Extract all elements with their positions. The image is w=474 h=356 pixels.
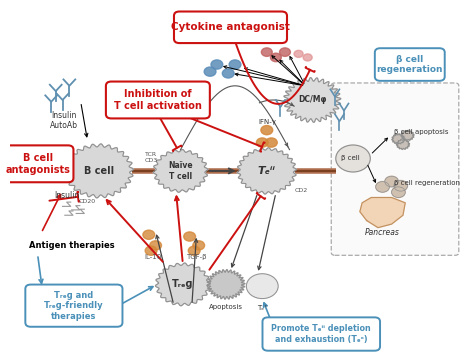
Circle shape: [229, 60, 241, 69]
Text: Tᵣₑɡ and
Tᵣₑɡ-friendly
therapies: Tᵣₑɡ and Tᵣₑɡ-friendly therapies: [44, 291, 104, 320]
Circle shape: [336, 145, 370, 172]
Text: DC/Mφ: DC/Mφ: [298, 95, 327, 104]
Circle shape: [204, 67, 216, 76]
Polygon shape: [396, 139, 410, 150]
Text: β cell apoptosis: β cell apoptosis: [394, 129, 448, 135]
Polygon shape: [237, 148, 296, 194]
Circle shape: [294, 50, 303, 57]
Text: Pancreas: Pancreas: [365, 229, 400, 237]
Polygon shape: [64, 144, 133, 198]
Text: CD2: CD2: [294, 188, 308, 193]
Polygon shape: [401, 130, 414, 141]
Text: IL-10: IL-10: [145, 254, 162, 260]
Text: Apoptosis: Apoptosis: [209, 304, 243, 310]
Circle shape: [222, 69, 234, 78]
Text: Cytokine antagonist: Cytokine antagonist: [171, 22, 290, 32]
Polygon shape: [153, 150, 208, 192]
Circle shape: [303, 54, 312, 61]
Text: B cell
antagonists: B cell antagonists: [6, 153, 71, 174]
Circle shape: [271, 53, 282, 62]
FancyBboxPatch shape: [25, 284, 122, 327]
Text: β cell regeneration: β cell regeneration: [394, 180, 460, 186]
Circle shape: [385, 176, 399, 187]
Text: CD3: CD3: [145, 158, 158, 163]
FancyBboxPatch shape: [106, 82, 210, 119]
FancyBboxPatch shape: [263, 317, 380, 351]
Circle shape: [145, 246, 157, 255]
Text: Antigen therapies: Antigen therapies: [28, 241, 114, 250]
Text: CD20: CD20: [79, 199, 96, 204]
Text: B cell: B cell: [84, 166, 114, 176]
Text: β cell
regeneration: β cell regeneration: [376, 55, 443, 74]
FancyBboxPatch shape: [331, 83, 459, 255]
Text: Inhibition of
T cell activation: Inhibition of T cell activation: [114, 89, 202, 111]
Circle shape: [265, 138, 277, 147]
Circle shape: [394, 180, 408, 191]
Circle shape: [246, 274, 278, 299]
Text: Tₑⁱⁱ: Tₑⁱⁱ: [258, 166, 276, 176]
Circle shape: [188, 246, 200, 255]
FancyBboxPatch shape: [174, 11, 287, 43]
Circle shape: [143, 230, 155, 239]
Circle shape: [280, 48, 291, 56]
FancyBboxPatch shape: [3, 145, 73, 182]
Circle shape: [150, 241, 162, 250]
Text: TGF-β: TGF-β: [186, 254, 207, 260]
Circle shape: [256, 138, 268, 147]
Text: Tᵣₑɡ: Tᵣₑɡ: [172, 279, 193, 289]
Circle shape: [392, 187, 405, 198]
Circle shape: [261, 126, 273, 135]
Polygon shape: [155, 263, 210, 306]
Circle shape: [211, 60, 223, 69]
Circle shape: [261, 48, 272, 56]
Text: Naïve
T cell: Naïve T cell: [168, 161, 193, 180]
Circle shape: [376, 182, 389, 192]
Text: Insulin
AutoAb: Insulin AutoAb: [50, 111, 78, 130]
Polygon shape: [207, 269, 245, 299]
Text: Promote Tₑⁱⁱ depletion
and exhaustion (Tₑˣ): Promote Tₑⁱⁱ depletion and exhaustion (T…: [272, 324, 371, 344]
Circle shape: [184, 232, 196, 241]
Text: β cell: β cell: [341, 156, 360, 162]
Text: TCR: TCR: [145, 152, 157, 157]
Polygon shape: [283, 78, 341, 122]
Text: IFN-γ: IFN-γ: [259, 119, 277, 125]
Text: Tₑˣ: Tₑˣ: [257, 305, 267, 311]
Text: Insulin: Insulin: [55, 191, 80, 200]
Polygon shape: [360, 198, 405, 227]
Polygon shape: [392, 134, 405, 144]
FancyBboxPatch shape: [375, 48, 445, 81]
Circle shape: [193, 241, 205, 250]
